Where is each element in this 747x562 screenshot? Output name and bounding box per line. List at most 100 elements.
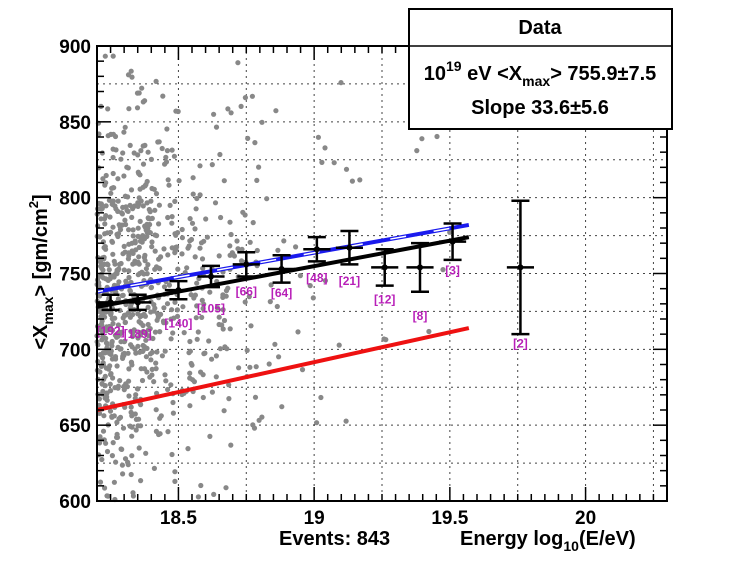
event-point [115,208,121,214]
axis-ticks: 18.5 19 19.5 20 600 650 700 750 800 850 900 [59,37,668,529]
event-point [123,204,129,210]
events-label: Events: 843 [279,528,390,550]
event-point [213,374,219,380]
event-point [96,410,103,416]
event-point [137,332,143,338]
event-point [194,280,200,286]
event-point [273,108,279,114]
event-point [193,315,199,321]
event-point [169,307,175,313]
event-scatter [94,53,453,503]
event-point [125,459,131,465]
event-point [122,249,128,255]
event-point [149,185,155,192]
event-point [209,389,215,395]
event-point [276,354,282,360]
binned-mean-point [164,279,192,301]
y-tick-label: 650 [59,416,91,437]
event-point [136,90,142,96]
event-point [199,314,205,320]
event-point [143,266,149,272]
event-point [145,262,151,268]
event-point [126,366,132,372]
event-point [157,329,163,335]
event-point [195,329,201,335]
event-point [119,462,125,468]
event-point [128,471,134,478]
event-point [96,396,102,402]
event-point [331,160,337,166]
event-point [140,184,146,190]
event-point [128,404,134,410]
event-point [132,411,138,417]
event-point [152,232,158,238]
event-point [190,191,196,197]
event-point [227,243,233,249]
event-point [172,469,178,475]
event-point [228,110,234,116]
event-point [142,142,148,148]
event-point [140,322,146,329]
event-point [119,446,125,452]
event-point [135,233,141,239]
event-point [101,413,107,419]
event-point [419,136,425,142]
event-point [136,254,142,260]
event-point [224,346,230,352]
event-point [107,381,113,387]
event-point [164,126,170,132]
event-point [204,234,210,240]
y-tick-label: 700 [59,340,91,361]
event-point [279,404,285,410]
event-point [105,106,111,112]
event-point [318,394,324,401]
event-point [172,478,178,484]
y-tick-label: 600 [59,492,91,513]
event-point [107,214,113,220]
event-point [254,177,260,183]
event-point [295,329,301,335]
proton-line [96,326,470,412]
event-point [426,328,432,335]
event-point [264,196,270,202]
x-axis-title: Energy log10(E/eV) [460,528,636,554]
event-point [162,348,168,354]
event-point [187,238,193,244]
event-point [259,119,265,125]
event-point [121,129,127,135]
event-point [272,341,278,347]
event-point [209,162,215,168]
event-point [254,247,260,254]
event-point [275,247,281,253]
event-point [162,372,168,378]
event-point [130,490,136,496]
event-point [121,353,127,359]
event-point [141,344,147,350]
event-point [170,410,176,416]
event-point [239,246,245,252]
event-point [149,366,155,372]
event-point [97,293,103,299]
event-point [175,266,181,272]
event-point [138,423,144,429]
event-point [169,220,175,226]
event-point [197,163,203,169]
event-point [164,148,170,154]
event-point [322,145,328,151]
event-point [136,195,142,201]
event-point [218,214,224,221]
event-point [131,150,137,156]
mean-marker [381,264,388,271]
fit-lines [96,222,470,412]
x-tick-label: 19 [304,508,325,529]
event-point [138,402,144,408]
event-point [144,221,150,227]
event-point [253,364,259,370]
event-point [127,202,133,208]
event-point [238,103,244,109]
bin-count-label: [189] [124,327,152,341]
event-point [111,272,118,278]
event-point [132,238,138,244]
event-point [211,491,217,497]
event-point [209,356,215,362]
